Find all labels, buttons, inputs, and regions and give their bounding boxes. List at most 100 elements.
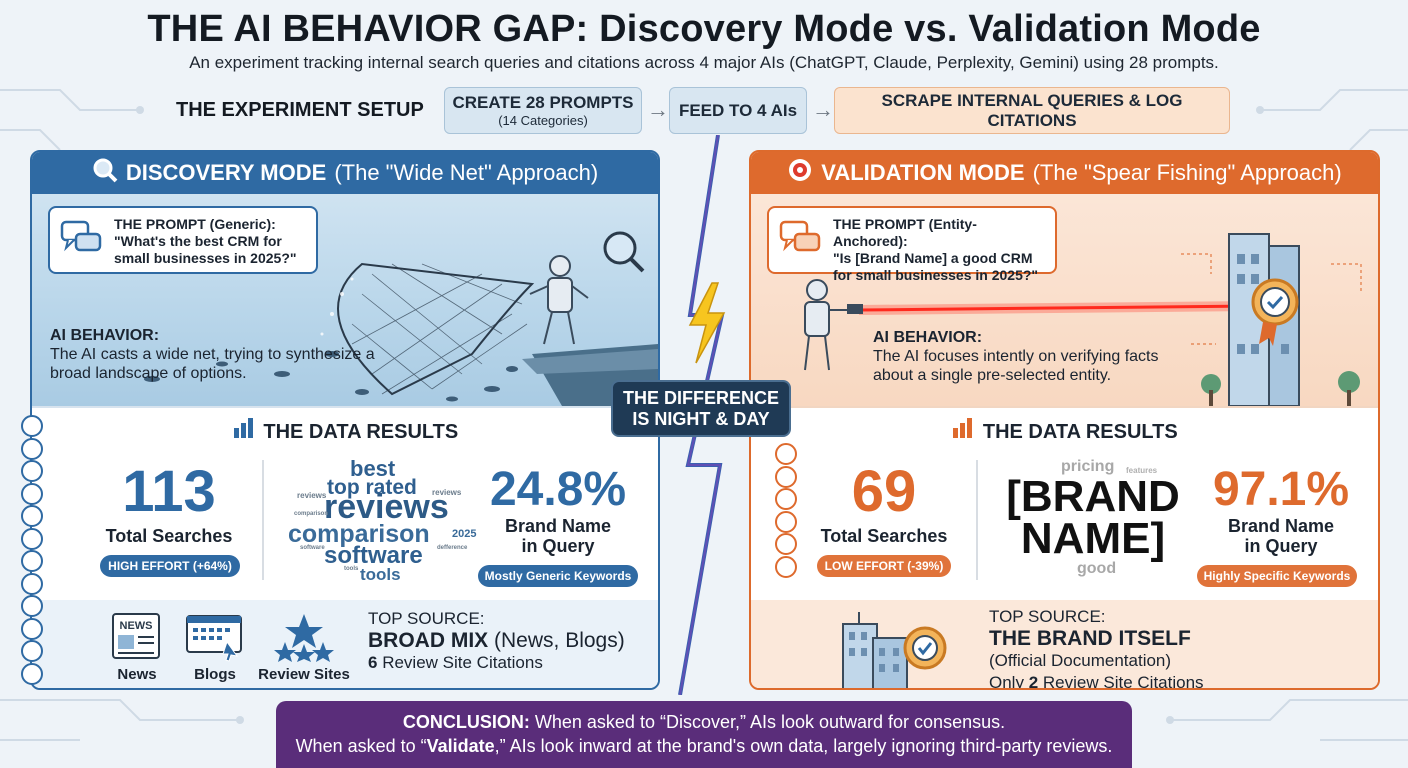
magnifier-icon <box>775 488 797 510</box>
magnifier-icon <box>21 415 43 437</box>
validation-behavior: AI BEHAVIOR: The AI focuses intently on … <box>873 328 1193 385</box>
brand-pct-value: 24.8% <box>489 463 627 516</box>
validation-header-title: VALIDATION MODE <box>821 160 1025 185</box>
magnifier-icon <box>775 510 797 533</box>
top-source-label: TOP SOURCE: <box>368 609 485 628</box>
magnifier-icon <box>21 527 43 550</box>
citations-text: Review Site Citations <box>382 653 543 672</box>
effort-badge: LOW EFFORT (-39%) <box>817 555 951 577</box>
review-sites-source: Review Sites <box>256 612 352 683</box>
discovery-source: NEWS News Blogs Review Sites TOP SOURCE:… <box>32 600 658 688</box>
validation-prompt-bubble: THE PROMPT (Entity-Anchored): "Is [Brand… <box>767 206 1057 283</box>
magnifier-icon <box>21 572 43 595</box>
magnifier-icon <box>21 550 43 572</box>
discovery-header: DISCOVERY MODE (The "Wide Net" Approach) <box>32 152 658 194</box>
magnifier-icon <box>21 505 43 527</box>
magnifier-icon <box>21 437 43 460</box>
conclusion-line-2-bold: Validate <box>426 736 495 756</box>
divider <box>262 460 264 580</box>
keywords-badge: Highly Specific Keywords <box>1197 565 1357 587</box>
effort-badge: HIGH EFFORT (+64%) <box>100 555 240 577</box>
word-2025: 2025 <box>452 528 477 540</box>
word-difference: defference <box>437 545 468 551</box>
discovery-results: THE DATA RESULTS 113 Total Searches HIGH… <box>32 406 658 600</box>
magnifier-icon <box>775 533 797 555</box>
word-best: best <box>350 456 396 481</box>
word-pricing: pricing <box>1061 458 1115 475</box>
source-label: Blogs <box>194 666 236 683</box>
total-searches-label: Total Searches <box>105 526 233 546</box>
setup-step-create-prompts: CREATE 28 PROMPTS (14 Categories) <box>444 87 642 134</box>
discovery-header-subtitle: (The "Wide Net" Approach) <box>334 160 599 185</box>
magnifier-icon <box>21 617 43 640</box>
word-reviews-small: reviews <box>432 488 462 497</box>
total-searches-value: 113 <box>122 459 216 524</box>
setup-step-feed-ais: FEED TO 4 AIs <box>669 87 807 134</box>
top-source-rest: (News, Blogs) <box>494 629 625 652</box>
prompt-label: THE PROMPT (Generic): <box>114 216 276 232</box>
conclusion-line-1: When asked to “Discover,” AIs look outwa… <box>534 712 1006 732</box>
chat-bubbles-icon <box>779 220 823 264</box>
top-source-bold: THE BRAND ITSELF <box>989 627 1191 650</box>
validation-source: TOP SOURCE: THE BRAND ITSELF (Official D… <box>751 600 1378 690</box>
magnifier-icon <box>21 640 43 662</box>
brand-pct-value: 97.1% <box>1212 463 1350 516</box>
results-title: THE DATA RESULTS <box>751 418 1378 444</box>
magnifier-column-right <box>775 443 801 578</box>
magnifier-icon <box>92 157 118 189</box>
validation-header: VALIDATION MODE (The "Spear Fishing" App… <box>751 152 1378 194</box>
discovery-behavior: AI BEHAVIOR: The AI casts a wide net, tr… <box>50 326 390 383</box>
behavior-text: The AI casts a wide net, trying to synth… <box>50 346 375 382</box>
arrow-right-icon: → <box>812 97 834 122</box>
total-searches-label: Total Searches <box>820 526 948 546</box>
word-reviews-tiny: reviews <box>297 491 327 500</box>
brand-pct-label-1: Brand Name <box>1227 516 1335 536</box>
chat-bubbles-icon <box>60 220 104 264</box>
conclusion-banner: CONCLUSION: When asked to “Discover,” AI… <box>276 701 1132 768</box>
blogs-source: Blogs <box>182 612 248 683</box>
top-source-label: TOP SOURCE: <box>989 607 1106 626</box>
page-subtitle: An experiment tracking internal search q… <box>189 53 1219 72</box>
bar-chart-icon <box>951 418 977 443</box>
conclusion-label: CONCLUSION: <box>402 712 530 732</box>
word-reviews: reviews <box>324 488 449 526</box>
citations-pre: Only <box>989 673 1024 690</box>
behavior-label: AI BEHAVIOR: <box>50 327 160 344</box>
brand-pct-label-1: Brand Name <box>504 516 612 536</box>
total-searches-value: 69 <box>851 459 917 524</box>
citations-count: 6 <box>368 653 378 672</box>
magnifier-icon <box>21 482 43 505</box>
magnifier-icon <box>775 465 797 488</box>
word-software-small: software <box>300 545 325 551</box>
magnifier-icon <box>775 555 797 578</box>
divider <box>976 460 978 580</box>
word-comparison-small: comparison <box>294 511 329 517</box>
step-subtitle: (14 Categories) <box>498 113 588 128</box>
prompt-label: THE PROMPT (Entity-Anchored): <box>833 216 977 249</box>
arrow-right-icon: → <box>647 97 669 122</box>
keywords-badge: Mostly Generic Keywords <box>478 565 638 587</box>
discovery-header-title: DISCOVERY MODE <box>125 160 327 185</box>
top-source-text: TOP SOURCE: BROAD MIX (News, Blogs) 6 Re… <box>368 608 625 674</box>
top-source-bold: BROAD MIX <box>368 629 489 652</box>
bar-chart-icon <box>232 418 258 443</box>
prompt-text: "Is [Brand Name] a good CRM for small bu… <box>833 250 1039 283</box>
magnifier-icon <box>21 662 43 685</box>
brand-building-icon <box>842 612 947 688</box>
discovery-panel: DISCOVERY MODE (The "Wide Net" Approach)… <box>30 150 660 690</box>
magnifier-icon <box>775 443 797 465</box>
stars-icon <box>274 614 334 662</box>
blog-window-icon <box>186 615 242 662</box>
magnifier-icon <box>21 595 43 617</box>
word-tools: tools <box>360 565 401 584</box>
conclusion-line-2-post: ,” AIs look inward at the brand's own da… <box>494 736 1113 756</box>
validation-scene: THE PROMPT (Entity-Anchored): "Is [Brand… <box>751 194 1378 406</box>
discovery-prompt-bubble: THE PROMPT (Generic): "What's the best C… <box>48 206 318 274</box>
news-icon-label: NEWS <box>120 620 153 632</box>
source-label: Review Sites <box>258 666 350 683</box>
page-title: THE AI BEHAVIOR GAP: Discovery Mode vs. … <box>147 8 1261 50</box>
word-comparison: comparison <box>288 520 430 548</box>
newspaper-icon: NEWS <box>112 613 160 659</box>
source-label: News <box>117 666 157 683</box>
validation-header-subtitle: (The "Spear Fishing" Approach) <box>1032 160 1342 185</box>
